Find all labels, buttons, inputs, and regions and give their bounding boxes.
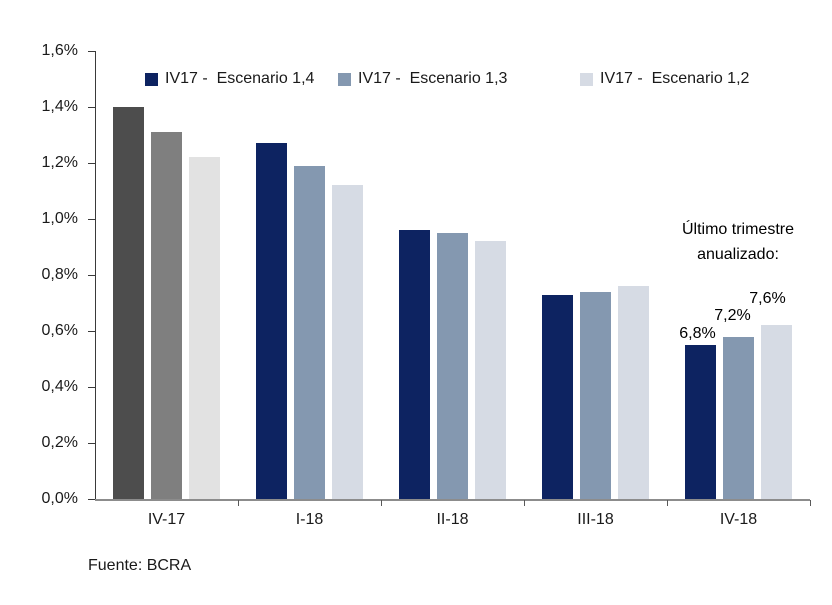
data-label-IV-18-serie-3: 7,6% — [749, 290, 786, 308]
x-axis-category-label: II-18 — [436, 511, 469, 528]
y-axis-line — [95, 51, 96, 500]
x-axis-tick — [238, 500, 239, 506]
y-axis-tick — [88, 499, 95, 500]
y-axis-tick — [88, 331, 95, 332]
x-axis-category-label: III-18 — [577, 511, 614, 528]
bar-III-18-serie-2 — [580, 291, 611, 499]
legend-swatch-icon — [145, 72, 158, 86]
annotation-line1: Último trimestre — [681, 221, 794, 238]
bar-IV-18-serie-3 — [761, 325, 792, 499]
legend-label: IV17 - Escenario 1,2 — [600, 70, 750, 87]
x-axis-category-label: I-18 — [295, 511, 324, 528]
y-axis-tick-label: 1,4% — [41, 98, 78, 115]
bar-II-18-serie-2 — [437, 233, 468, 499]
x-axis-category-label: IV-18 — [719, 511, 758, 528]
y-axis-tick-label: 0,4% — [41, 378, 78, 395]
x-axis-line — [95, 499, 810, 501]
y-axis-tick — [88, 163, 95, 164]
x-axis-tick — [524, 500, 525, 506]
bar-IV-17-serie-1 — [113, 107, 144, 499]
y-axis-tick — [88, 443, 95, 444]
legend-item-escenario-1-3: IV17 - Escenario 1,3 — [338, 70, 507, 88]
legend-swatch-icon — [338, 72, 351, 86]
data-label-IV-18-serie-2: 7,2% — [714, 306, 751, 324]
bar-IV-18-serie-1 — [685, 345, 716, 499]
bar-I-18-serie-2 — [294, 165, 325, 499]
y-axis-tick-label: 0,6% — [41, 322, 78, 339]
y-axis-tick-label: 1,0% — [41, 210, 78, 227]
legend-swatch-icon — [580, 72, 593, 86]
x-axis-tick — [381, 500, 382, 506]
source-note: Fuente: BCRA — [88, 557, 192, 574]
legend-label: IV17 - Escenario 1,3 — [358, 70, 508, 87]
y-axis-tick — [88, 107, 95, 108]
annotation-ultimo-trimestre: Último trimestre anualizado: — [648, 217, 828, 267]
bar-IV-17-serie-2 — [151, 132, 182, 499]
y-axis-tick — [88, 275, 95, 276]
bar-III-18-serie-3 — [618, 286, 649, 499]
bar-III-18-serie-1 — [542, 294, 573, 499]
y-axis-tick — [88, 51, 95, 52]
legend-item-escenario-1-4: IV17 - Escenario 1,4 — [145, 70, 314, 88]
y-axis-tick-label: 0,2% — [41, 434, 78, 451]
y-axis-tick — [88, 387, 95, 388]
legend-item-escenario-1-2: IV17 - Escenario 1,2 — [580, 70, 749, 88]
x-axis-category-label: IV-17 — [147, 511, 186, 528]
bar-II-18-serie-1 — [399, 230, 430, 499]
bar-IV-18-serie-2 — [723, 336, 754, 499]
bar-IV-17-serie-3 — [189, 157, 220, 499]
bar-I-18-serie-3 — [332, 185, 363, 499]
y-axis-tick-label: 1,6% — [41, 42, 78, 59]
y-axis-tick-label: 0,8% — [41, 266, 78, 283]
y-axis-tick-label: 1,2% — [41, 154, 78, 171]
bar-II-18-serie-3 — [475, 241, 506, 499]
legend-label: IV17 - Escenario 1,4 — [165, 70, 315, 87]
data-label-IV-18-serie-1: 6,8% — [679, 325, 716, 342]
y-axis-tick — [88, 219, 95, 220]
x-axis-tick — [810, 500, 811, 506]
y-axis-tick-label: 0,0% — [41, 490, 78, 507]
x-axis-tick — [667, 500, 668, 506]
bar-I-18-serie-1 — [256, 143, 287, 499]
annotation-line2: anualizado: — [697, 246, 779, 263]
